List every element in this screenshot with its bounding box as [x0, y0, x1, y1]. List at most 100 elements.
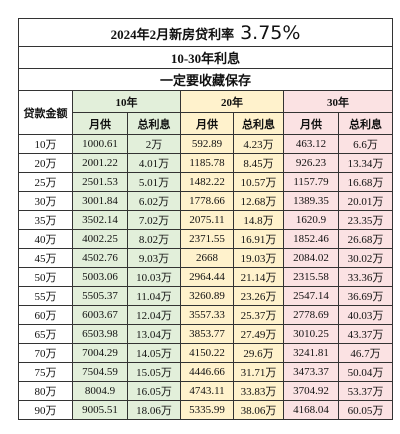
- total-interest: 7.02万: [127, 210, 181, 230]
- column-header-row: 月供 总利息 月供 总利息 月供 总利息: [19, 112, 394, 135]
- monthly-payment: 6503.98: [72, 324, 128, 344]
- monthly-payment: 926.23: [283, 153, 339, 173]
- total-interest: 14.8万: [233, 210, 284, 230]
- monthly-payment: 3241.81: [283, 343, 339, 363]
- total-interest: 5.01万: [127, 172, 181, 192]
- total-interest: 12.68万: [233, 191, 284, 211]
- subtitle: 10-30年利息: [17, 46, 394, 69]
- title-row: 2024年2月新房贷利率 3.75%: [17, 18, 394, 47]
- loan-amount: 40万: [18, 229, 73, 249]
- monthly-payment: 5003.06: [72, 267, 128, 287]
- data-row: 35万 3502.14 7.02万 2075.11 14.8万 1620.9 23.35万: [18, 210, 394, 230]
- loan-amount: 80万: [18, 381, 73, 401]
- loan-amount: 35万: [18, 210, 73, 230]
- total-interest: 12.04万: [127, 305, 181, 325]
- total-interest: 10.57万: [233, 172, 284, 192]
- monthly-payment: 2084.02: [283, 248, 339, 268]
- group-header-row: 贷款金额 10年 20年 30年: [18, 90, 394, 135]
- monthly-payment: 1157.79: [283, 172, 339, 192]
- loan-amount: 75万: [18, 362, 73, 382]
- monthly-payment: 2964.44: [180, 267, 234, 287]
- title: 2024年2月新房贷利率: [110, 26, 235, 42]
- monthly-payment: 4150.22: [180, 343, 234, 363]
- monthly-payment: 3473.37: [283, 362, 339, 382]
- data-row: 50万 5003.06 10.03万 2964.44 21.14万 2315.58 33.3…: [18, 267, 394, 287]
- total-interest: 16.91万: [233, 229, 284, 249]
- group-header: 30年: [282, 90, 394, 113]
- monthly-payment: 4168.04: [283, 400, 339, 420]
- total-interest: 38.06万: [233, 400, 284, 420]
- total-interest: 14.05万: [127, 343, 181, 363]
- monthly-payment: 592.89: [180, 134, 234, 154]
- monthly-payment: 3853.77: [180, 324, 234, 344]
- column-header: 总利息: [233, 112, 284, 135]
- column-header: 月供: [180, 112, 234, 135]
- column-header: 总利息: [337, 112, 394, 135]
- column-header: 月供: [283, 112, 339, 135]
- monthly-payment: 463.12: [283, 134, 339, 154]
- total-interest: 29.6万: [233, 343, 284, 363]
- monthly-payment: 3260.89: [180, 286, 234, 306]
- loan-amount: 70万: [18, 343, 73, 363]
- monthly-payment: 2075.11: [180, 210, 234, 230]
- data-row: 45万 4502.76 9.03万 2668 19.03万 2084.02 30.02万: [18, 248, 394, 268]
- total-interest: 33.36万: [337, 267, 394, 287]
- total-interest: 43.37万: [337, 324, 394, 344]
- data-row: 70万 7004.29 14.05万 4150.22 29.6万 3241.81 46.7万: [18, 343, 394, 363]
- total-interest: 15.05万: [127, 362, 181, 382]
- monthly-payment: 3704.92: [283, 381, 339, 401]
- monthly-payment: 7004.29: [72, 343, 128, 363]
- monthly-payment: 8004.9: [72, 381, 128, 401]
- total-interest: 4.01万: [127, 153, 181, 173]
- monthly-payment: 2501.53: [72, 172, 128, 192]
- rate-table: 2024年2月新房贷利率 3.75% 10-30年利息 一定要收藏保存 贷款金额 1…: [17, 18, 394, 420]
- subtitle-row: 10-30年利息: [17, 46, 394, 69]
- total-interest: 8.02万: [127, 229, 181, 249]
- monthly-payment: 4002.25: [72, 229, 128, 249]
- data-row: 75万 7504.59 15.05万 4446.66 31.71万 3473.37 50.0…: [18, 362, 394, 382]
- total-interest: 60.05万: [337, 400, 394, 420]
- data-row: 60万 6003.67 12.04万 3557.33 25.37万 2778.69 40.0…: [18, 305, 394, 325]
- loan-amount: 10万: [18, 134, 73, 154]
- total-interest: 2万: [127, 134, 181, 154]
- monthly-payment: 3010.25: [283, 324, 339, 344]
- loan-amount: 20万: [18, 153, 73, 173]
- row-header: 贷款金额: [18, 90, 73, 135]
- monthly-payment: 1000.61: [72, 134, 128, 154]
- monthly-payment: 6003.67: [72, 305, 128, 325]
- monthly-payment: 1482.22: [180, 172, 234, 192]
- monthly-payment: 5505.37: [72, 286, 128, 306]
- monthly-payment: 1389.35: [283, 191, 339, 211]
- monthly-payment: 9005.51: [72, 400, 128, 420]
- loan-amount: 45万: [18, 248, 73, 268]
- total-interest: 25.37万: [233, 305, 284, 325]
- monthly-payment: 2371.55: [180, 229, 234, 249]
- total-interest: 40.03万: [337, 305, 394, 325]
- total-interest: 23.35万: [337, 210, 394, 230]
- total-interest: 33.83万: [233, 381, 284, 401]
- note-row: 一定要收藏保存: [17, 68, 394, 91]
- monthly-payment: 2547.14: [283, 286, 339, 306]
- total-interest: 4.23万: [233, 134, 284, 154]
- total-interest: 16.68万: [337, 172, 394, 192]
- total-interest: 20.01万: [337, 191, 394, 211]
- loan-amount: 60万: [18, 305, 73, 325]
- total-interest: 9.03万: [127, 248, 181, 268]
- loan-amount: 55万: [18, 286, 73, 306]
- monthly-payment: 3557.33: [180, 305, 234, 325]
- monthly-payment: 3001.84: [72, 191, 128, 211]
- total-interest: 23.26万: [233, 286, 284, 306]
- monthly-payment: 2315.58: [283, 267, 339, 287]
- total-interest: 6.02万: [127, 191, 181, 211]
- total-interest: 26.68万: [337, 229, 394, 249]
- loan-amount: 90万: [18, 400, 73, 420]
- group-header: 20年: [180, 90, 284, 113]
- loan-amount: 50万: [18, 267, 73, 287]
- total-interest: 50.04万: [337, 362, 394, 382]
- loan-amount: 30万: [18, 191, 73, 211]
- monthly-payment: 4502.76: [72, 248, 128, 268]
- monthly-payment: 7504.59: [72, 362, 128, 382]
- total-interest: 13.04万: [127, 324, 181, 344]
- note: 一定要收藏保存: [17, 68, 394, 91]
- monthly-payment: 4743.11: [180, 381, 234, 401]
